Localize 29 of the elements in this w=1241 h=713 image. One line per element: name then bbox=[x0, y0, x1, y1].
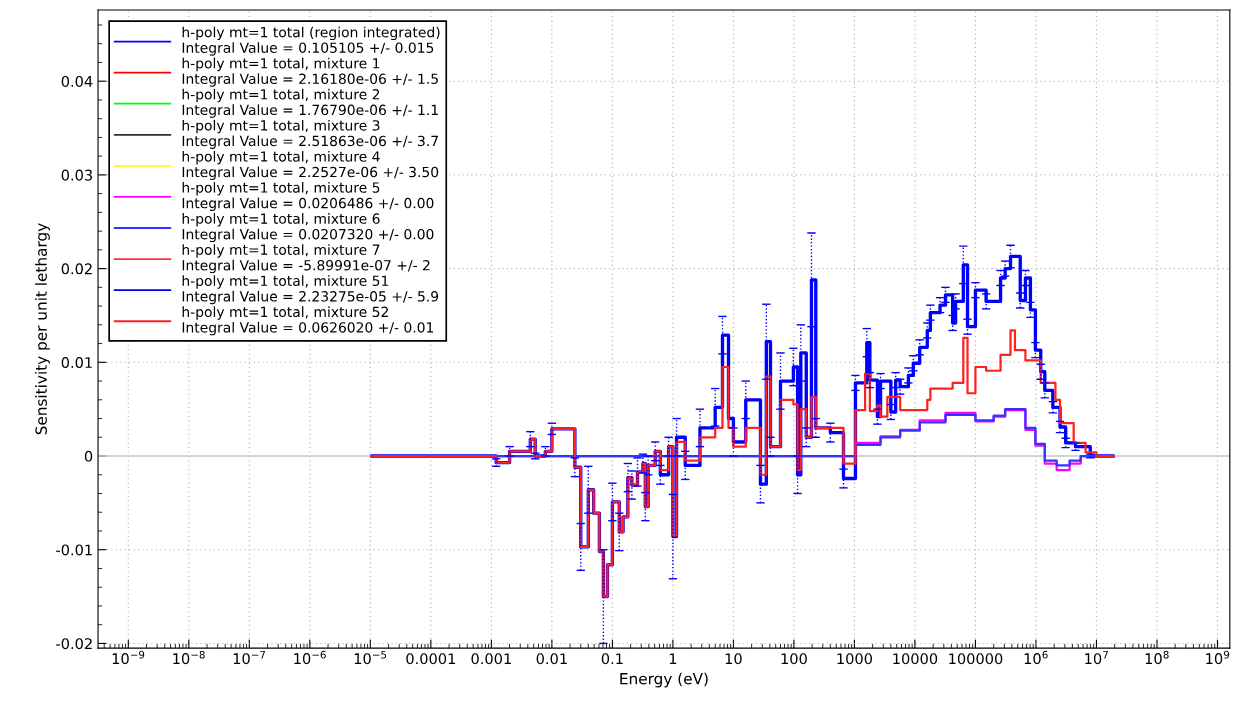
x-tick-label: 10000 bbox=[893, 653, 938, 665]
y-tick-label: -0.02 bbox=[56, 638, 92, 650]
x-tick-label: 1 bbox=[669, 653, 677, 665]
x-axis-title: Energy (eV) bbox=[620, 672, 708, 688]
x-tick-label: 0.1 bbox=[601, 653, 623, 665]
y-tick-label: -0.01 bbox=[56, 544, 92, 556]
y-tick-label: 0.02 bbox=[61, 263, 92, 275]
y-tick-label: 0.01 bbox=[61, 357, 92, 369]
x-tick-label: 10$^{7}$ bbox=[1085, 650, 1108, 665]
x-tick-label: 10$^{8}$ bbox=[1145, 650, 1169, 665]
x-tick-label: 10$^{−8}$ bbox=[173, 650, 205, 665]
y-axis-title: Sensitivity per unit lethargy bbox=[35, 223, 50, 435]
x-tick-label: 10$^{−5}$ bbox=[354, 650, 387, 665]
legend-label: h-poly mt=1 total, mixture 52 Integral Value = 0.0626020 +/- 0.01 bbox=[182, 306, 434, 336]
y-tick-label: 0 bbox=[84, 450, 93, 462]
x-tick-label: 10$^{6}$ bbox=[1024, 650, 1048, 665]
x-tick-label: 1000 bbox=[837, 653, 873, 665]
x-tick-label: 10$^{−6}$ bbox=[294, 650, 326, 665]
y-tick-label: 0.03 bbox=[61, 169, 93, 181]
x-tick-label: 10$^{−9}$ bbox=[112, 650, 145, 665]
x-tick-label: 10$^{−7}$ bbox=[233, 650, 266, 665]
y-tick-label: 0.04 bbox=[61, 75, 93, 87]
x-tick-label: 100 bbox=[781, 653, 807, 665]
x-tick-label: 10$^{9}$ bbox=[1206, 650, 1230, 665]
x-tick-label: 0.0001 bbox=[406, 653, 456, 665]
x-tick-label: 0.01 bbox=[536, 653, 567, 665]
x-tick-label: 10 bbox=[725, 653, 742, 665]
x-tick-label: 0.001 bbox=[471, 653, 511, 665]
x-tick-label: 100000 bbox=[949, 653, 1003, 665]
